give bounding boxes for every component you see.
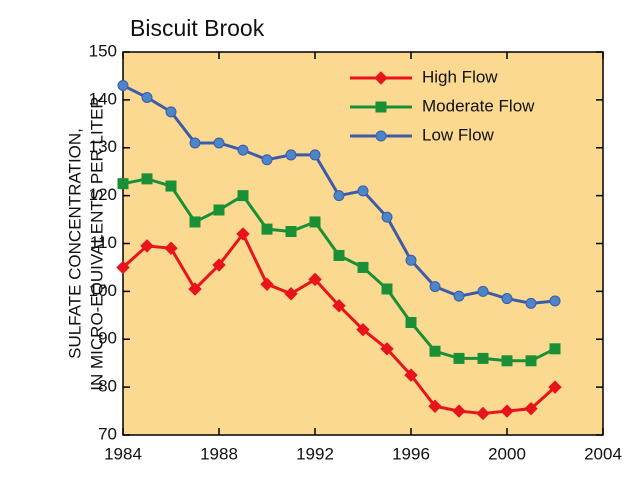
marker (165, 180, 177, 192)
marker (165, 106, 177, 118)
marker (429, 345, 441, 357)
marker (285, 226, 297, 238)
marker (213, 204, 225, 216)
y-tick-label: 90 (98, 329, 117, 348)
y-tick-label: 120 (89, 185, 117, 204)
legend-label: High Flow (422, 67, 498, 86)
y-tick-label: 70 (98, 424, 117, 443)
marker (309, 216, 321, 228)
marker (476, 406, 490, 421)
legend-label: Low Flow (422, 125, 495, 144)
marker (375, 101, 387, 113)
marker (381, 283, 393, 295)
marker (453, 352, 465, 364)
marker (117, 80, 129, 92)
marker (308, 272, 322, 287)
marker (477, 352, 489, 364)
marker (405, 254, 417, 266)
marker (116, 260, 130, 275)
marker (357, 185, 369, 197)
marker (477, 285, 489, 297)
chart-title: Biscuit Brook (130, 15, 265, 41)
marker (380, 342, 394, 356)
y-tick-label: 130 (89, 137, 117, 156)
marker (374, 71, 388, 85)
marker (309, 149, 321, 161)
marker (428, 399, 442, 413)
marker (261, 223, 273, 235)
y-tick-label: 100 (89, 281, 117, 300)
marker (525, 297, 537, 309)
marker (549, 295, 561, 307)
marker (117, 178, 129, 190)
marker (453, 290, 465, 302)
marker (333, 249, 345, 261)
marker (237, 190, 249, 202)
marker (237, 144, 249, 156)
marker (261, 154, 273, 166)
y-tick-label: 110 (90, 233, 117, 252)
marker (141, 173, 153, 185)
marker (260, 277, 274, 291)
marker (356, 322, 370, 337)
x-tick-label: 1992 (296, 444, 334, 463)
marker (452, 404, 466, 418)
marker (284, 287, 298, 301)
marker (164, 241, 178, 255)
marker (405, 316, 417, 328)
y-tick-label: 140 (89, 89, 117, 108)
marker (548, 380, 562, 394)
y-axis-label: IN MICRO-EQUIVALENTS PER LITER (87, 96, 106, 390)
marker (549, 343, 561, 355)
marker (332, 299, 346, 313)
x-tick-label: 1996 (392, 444, 430, 463)
x-tick-label: 1984 (104, 444, 142, 463)
marker (501, 355, 513, 367)
marker (333, 190, 345, 202)
marker (500, 404, 514, 418)
marker (525, 355, 537, 367)
y-tick-label: 80 (98, 377, 117, 396)
marker (188, 282, 202, 296)
y-axis-label: SULFATE CONCENTRATION, (65, 128, 84, 359)
marker (189, 216, 201, 228)
marker (189, 137, 201, 149)
x-tick-label: 1988 (200, 444, 238, 463)
marker (141, 91, 153, 103)
legend-label: Moderate Flow (422, 96, 535, 115)
y-tick-label: 150 (89, 41, 117, 60)
marker (375, 130, 387, 142)
marker (501, 293, 513, 305)
marker (404, 368, 418, 382)
x-tick-label: 2000 (488, 444, 526, 463)
plot-area (122, 51, 604, 436)
marker (285, 149, 297, 161)
marker (524, 401, 538, 416)
marker (236, 227, 250, 241)
marker (381, 211, 393, 223)
marker (429, 281, 441, 293)
marker (140, 239, 154, 253)
x-tick-label: 2004 (584, 444, 622, 463)
marker (357, 261, 369, 273)
marker (213, 137, 225, 149)
marker (212, 258, 226, 272)
